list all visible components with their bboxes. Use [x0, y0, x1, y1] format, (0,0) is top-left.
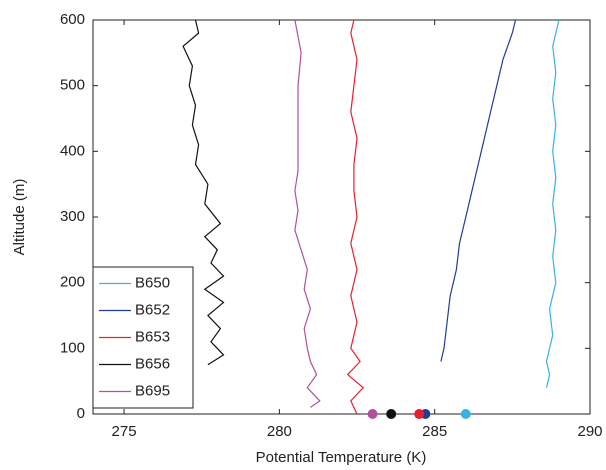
- surface-point: [386, 409, 397, 419]
- x-tick-label: 275: [112, 423, 137, 440]
- series-line: [182, 19, 225, 366]
- y-tick-label: 600: [60, 11, 85, 28]
- x-tick-label: 280: [267, 423, 292, 440]
- x-tick-label: 285: [422, 423, 447, 440]
- x-axis-label: Potential Temperature (K): [256, 449, 427, 466]
- surface-point: [414, 409, 425, 419]
- legend-label: B650: [135, 274, 170, 291]
- y-tick-label: 200: [60, 274, 85, 291]
- series-line: [545, 19, 560, 388]
- y-tick-label: 0: [77, 405, 85, 422]
- x-tick-label: 290: [577, 423, 602, 440]
- legend-label: B695: [135, 382, 170, 399]
- y-axis-label: Altitude (m): [11, 179, 28, 256]
- surface-point: [460, 409, 471, 419]
- legend-label: B653: [135, 328, 170, 345]
- series-line: [294, 19, 321, 408]
- series-line: [440, 19, 517, 362]
- y-tick-label: 400: [60, 142, 85, 159]
- y-tick-label: 300: [60, 208, 85, 225]
- y-tick-label: 100: [60, 339, 85, 356]
- legend-label: B656: [135, 355, 170, 372]
- legend-label: B652: [135, 301, 170, 318]
- series-line: [346, 19, 365, 415]
- y-tick-label: 500: [60, 77, 85, 94]
- surface-point: [367, 409, 378, 419]
